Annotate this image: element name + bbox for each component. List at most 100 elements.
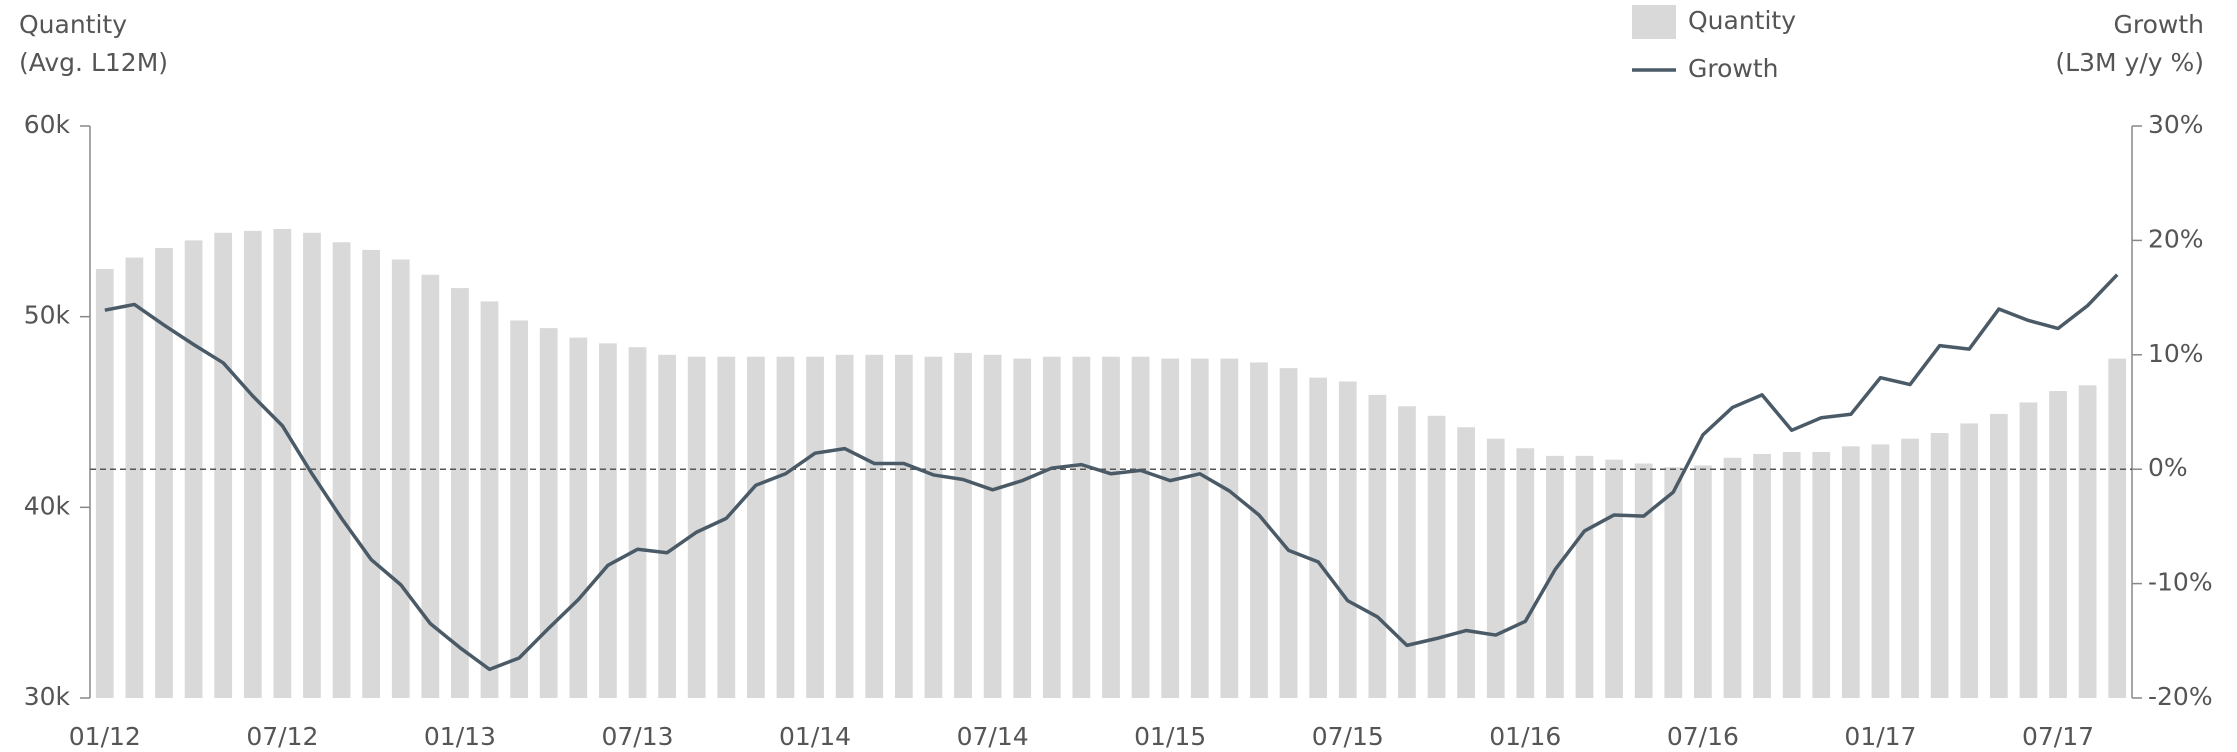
- bar: [894, 354, 913, 698]
- bar: [806, 356, 824, 698]
- y-tick-label: 60k: [24, 110, 71, 139]
- x-tick-label: 07/14: [957, 722, 1029, 751]
- bar: [273, 228, 292, 698]
- bar: [1042, 356, 1061, 698]
- bar: [1220, 358, 1239, 698]
- x-tick-label: 01/13: [424, 722, 496, 751]
- bar: [1723, 457, 1742, 698]
- bar: [480, 301, 499, 698]
- bar: [1841, 446, 1860, 698]
- bar: [539, 328, 558, 698]
- x-tick-label: 07/12: [246, 722, 318, 751]
- bar: [1871, 444, 1890, 698]
- bar: [1013, 358, 1032, 698]
- y2-tick-label: 0%: [2148, 453, 2188, 482]
- bar: [243, 230, 262, 698]
- bar: [155, 248, 173, 698]
- bar: [1398, 406, 1416, 698]
- y2-tick-label: 20%: [2148, 224, 2204, 253]
- bar: [954, 352, 972, 698]
- y2-tick-label: 30%: [2148, 110, 2204, 139]
- bar: [2019, 402, 2038, 698]
- bar: [125, 257, 144, 698]
- legend-label: Quantity: [1688, 6, 1796, 35]
- y-axis-title: (Avg. L12M): [19, 48, 168, 77]
- legend-label: Growth: [1688, 54, 1779, 83]
- bar: [1250, 362, 1268, 698]
- bar: [1457, 427, 1476, 698]
- bar: [2078, 385, 2097, 698]
- x-tick-label: 07/17: [2022, 722, 2094, 751]
- bar: [569, 337, 588, 698]
- bar: [1605, 459, 1623, 698]
- bar: [1812, 452, 1831, 698]
- y2-axis-title: (L3M y/y %): [2055, 48, 2204, 77]
- bar: [1546, 455, 1564, 698]
- bar: [451, 288, 469, 698]
- bar: [1427, 415, 1446, 698]
- x-tick-label: 01/16: [1489, 722, 1561, 751]
- bar: [1989, 413, 2008, 698]
- bar: [1368, 394, 1387, 698]
- bar: [1634, 463, 1653, 698]
- bar: [717, 356, 736, 698]
- bar: [1486, 438, 1505, 698]
- bar: [599, 343, 617, 698]
- x-tick-label: 01/14: [779, 722, 851, 751]
- bar: [1782, 452, 1801, 698]
- bar: [1102, 356, 1120, 698]
- x-tick-label: 07/16: [1667, 722, 1739, 751]
- bar: [865, 354, 884, 698]
- y2-tick-label: -20%: [2148, 682, 2213, 711]
- x-tick-label: 07/13: [601, 722, 673, 751]
- bar: [658, 354, 676, 698]
- bar: [1338, 381, 1357, 698]
- bar: [1930, 432, 1949, 698]
- bar: [214, 232, 233, 699]
- y2-tick-label: -10%: [2148, 568, 2213, 597]
- bar: [835, 354, 854, 698]
- bar: [1694, 465, 1712, 698]
- bar: [1575, 455, 1594, 698]
- bar: [1131, 356, 1150, 698]
- bar: [510, 320, 528, 698]
- bar: [1664, 467, 1683, 698]
- x-tick-label: 07/15: [1312, 722, 1384, 751]
- y-tick-label: 50k: [24, 301, 71, 330]
- bar: [1960, 423, 1979, 698]
- bar: [1072, 356, 1091, 698]
- bar: [1753, 453, 1771, 698]
- y2-axis-title: Growth: [2114, 10, 2205, 39]
- growth-line: [104, 273, 2119, 672]
- bar: [421, 274, 440, 698]
- bar: [2108, 358, 2127, 698]
- bar: [1190, 358, 1209, 698]
- x-tick-label: 01/17: [1844, 722, 1916, 751]
- bar: [1309, 377, 1328, 698]
- y-axis-title: Quantity: [19, 10, 127, 39]
- bar: [746, 356, 765, 698]
- bar: [983, 354, 1002, 698]
- bar: [687, 356, 706, 698]
- bar: [924, 356, 943, 698]
- bar: [1161, 358, 1180, 698]
- y2-tick-label: 10%: [2148, 339, 2204, 368]
- bar: [391, 259, 410, 698]
- x-tick-label: 01/15: [1134, 722, 1206, 751]
- bar: [628, 347, 647, 698]
- y-tick-label: 40k: [24, 491, 71, 520]
- bar: [1279, 368, 1298, 698]
- x-tick-label: 01/12: [69, 722, 141, 751]
- bar: [776, 356, 795, 698]
- legend-swatch: [1632, 5, 1676, 39]
- bar: [332, 242, 351, 698]
- bar: [1516, 448, 1535, 698]
- bar: [362, 249, 381, 698]
- bar: [2049, 391, 2067, 698]
- bar: [95, 269, 114, 698]
- bar: [1901, 438, 1919, 698]
- y-tick-label: 30k: [24, 682, 71, 711]
- bar: [303, 232, 321, 699]
